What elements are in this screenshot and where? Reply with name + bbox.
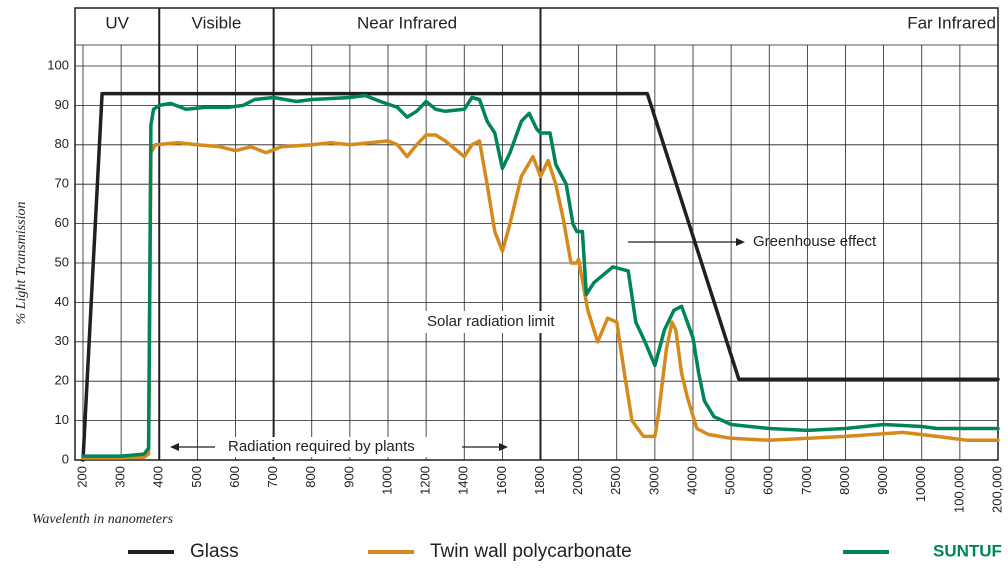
legend-label: Twin wall polycarbonate	[430, 541, 632, 562]
legend-label: Glass	[190, 541, 239, 562]
x-tick-label: 2500	[608, 466, 623, 495]
arrow-head	[170, 443, 179, 451]
annotation: Radiation required by plants	[228, 438, 415, 455]
annotation: Greenhouse effect	[753, 233, 877, 250]
x-tick-label: 500	[189, 466, 204, 488]
x-tick-label: 5000	[723, 466, 738, 495]
y-tick-label: 60	[55, 215, 69, 230]
series-line	[81, 91, 1000, 462]
y-tick-label: 90	[55, 97, 69, 112]
x-tick-label: 100,000	[951, 466, 966, 513]
y-tick-label: 50	[55, 254, 69, 269]
x-tick-label: 2000	[570, 466, 585, 495]
y-tick-label: 20	[55, 373, 69, 388]
y-tick-label: 40	[55, 294, 69, 309]
band-label: UV	[105, 13, 129, 32]
x-tick-label: 10000	[913, 466, 928, 502]
x-tick-label: 1400	[456, 466, 471, 495]
series-line	[81, 133, 1000, 460]
annotation-bg	[222, 437, 458, 457]
y-tick-label: 30	[55, 333, 69, 348]
arrow-head	[736, 238, 745, 246]
y-tick-label: 70	[55, 176, 69, 191]
x-tick-label: 7000	[799, 466, 814, 495]
annotation: Solar radiation limit	[427, 313, 555, 330]
x-tick-label: 4000	[684, 466, 699, 495]
x-tick-label: 6000	[761, 466, 776, 495]
y-tick-label: 10	[55, 412, 69, 427]
x-tick-label: 3000	[646, 466, 661, 495]
band-label: Far Infrared	[907, 13, 996, 32]
x-axis-title: Wavelenth in nanometers	[32, 512, 174, 527]
band-label: Visible	[192, 13, 242, 32]
band-label: Near Infrared	[357, 13, 457, 32]
x-tick-label: 1000	[379, 466, 394, 495]
x-tick-label: 400	[151, 466, 166, 488]
x-tick-label: 800	[303, 466, 318, 488]
x-tick-label: 300	[113, 466, 128, 488]
x-tick-label: 200,000	[989, 466, 1004, 513]
x-tick-label: 1200	[418, 466, 433, 495]
x-tick-label: 900	[341, 466, 356, 488]
y-tick-label: 100	[47, 57, 69, 72]
series-line	[81, 93, 1000, 458]
arrow-head	[499, 443, 508, 451]
x-tick-label: 600	[227, 466, 242, 488]
x-tick-label: 700	[265, 466, 280, 488]
x-tick-label: 8000	[837, 466, 852, 495]
x-tick-label: 1600	[494, 466, 509, 495]
x-tick-label: 9000	[875, 466, 890, 495]
legend-label: SUNTUF	[933, 541, 1002, 560]
y-axis-title: % Light Transmission	[14, 202, 29, 325]
x-tick-label: 1800	[532, 466, 547, 495]
x-tick-label: 200	[74, 466, 89, 488]
y-tick-label: 80	[55, 136, 69, 151]
annotation-bg	[420, 311, 570, 333]
y-tick-label: 0	[62, 451, 69, 466]
